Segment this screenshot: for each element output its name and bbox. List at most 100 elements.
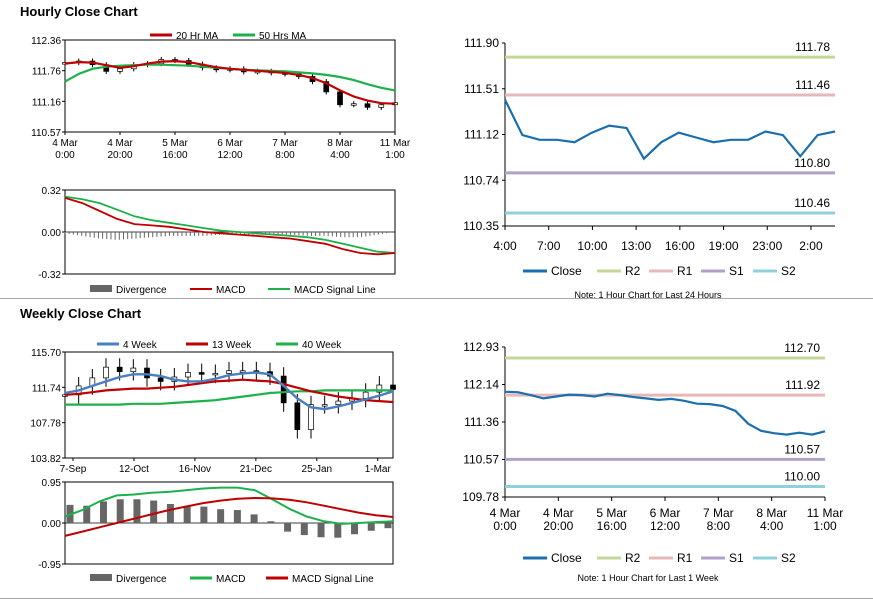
pivot-24h-legend-r1-label: R1 — [677, 264, 693, 278]
weekly-price-candle-body — [116, 366, 123, 372]
pivot-week-legend-s2-label: S2 — [781, 551, 796, 565]
weekly-macd-divergence-bar — [150, 500, 158, 523]
weekly-price-candle-body — [226, 370, 232, 374]
hourly-price-x-tick-label-line: 16:00 — [162, 150, 187, 161]
weekly-price-y-tick-label: 111.74 — [32, 383, 62, 394]
weekly-price-candle-body — [239, 370, 246, 373]
hourly-price-x-tick-label-line: 4:00 — [330, 150, 350, 161]
pivot-week-x-tick-label: 8 Mar 4:00 — [756, 506, 787, 533]
pivot-24h-chart: 111.90 111.51 111.12 110.74 110.35 111.78 111.… — [463, 36, 836, 300]
weekly-macd-legend-divergence-label: Divergence — [116, 574, 167, 585]
weekly-macd-divergence-bar — [367, 523, 375, 531]
pivot-24h-x-tick-label: 16:00 — [665, 239, 695, 253]
pivot-week-x-tick-label-line: 6 Mar — [650, 506, 681, 520]
hourly-price-x-tick-label-line: 4 Mar — [107, 138, 133, 149]
hourly-price-x-tick-label-line: 11 Mar — [380, 138, 411, 149]
weekly-price-candle-body — [157, 377, 164, 382]
weekly-macd-divergence-bar — [351, 523, 359, 535]
weekly-price-y-tick-label: 103.82 — [30, 454, 61, 465]
weekly-macd-divergence-bar — [250, 514, 258, 523]
pivot-week-x-tick-label-line: 16:00 — [597, 519, 627, 533]
hourly-price-x-tick-label-line: 4 Mar — [52, 138, 78, 149]
pivot-week-legend-r1-label: R1 — [677, 551, 693, 565]
hourly-macd-y-tick-label: 0.32 — [42, 186, 62, 197]
hourly-price-candle-body — [364, 103, 371, 108]
pivot-week-x-tick-label-line: 8:00 — [707, 519, 731, 533]
hourly-price-candle-body — [337, 91, 343, 106]
pivot-week-level-s2-label: 110.00 — [784, 470, 820, 484]
pivot-24h-x-tick-label: 10:00 — [577, 239, 607, 253]
pivot-week-x-tick-label-line: 5 Mar — [596, 506, 627, 520]
pivot-week-level-s1-label: 110.57 — [784, 442, 820, 456]
hourly-price-x-tick-label-line: 8:00 — [275, 150, 295, 161]
hourly-price-x-tick-label-line: 1:00 — [385, 150, 405, 161]
pivot-week-x-tick-label: 4 Mar 20:00 — [543, 506, 574, 533]
hourly-price-y-tick-label: 110.57 — [31, 128, 61, 139]
hourly-macd-legend-divergence-swatch — [90, 285, 112, 292]
hourly-macd-line — [64, 197, 396, 256]
weekly-macd-divergence-bar — [334, 523, 342, 538]
pivot-24h-legend-close-label: Close — [551, 264, 582, 278]
hourly-price-x-tick-label-line: 6 Mar — [217, 138, 243, 149]
hourly-price-x-tick-label: 4 Mar 20:00 — [107, 138, 133, 161]
weekly-macd-y-tick-label: 0.00 — [42, 519, 62, 530]
weekly-macd-chart: 0.95 0.00 -0.95 Divergence MACD MACD Signal L… — [38, 478, 394, 585]
pivot-week-x-tick-label-line: 4 Mar — [490, 506, 521, 520]
hourly-price-x-tick-label-line: 0:00 — [55, 150, 75, 161]
hourly-price-x-tick-label: 11 Mar 1:00 — [380, 138, 411, 161]
pivot-24h-close-line — [504, 99, 836, 161]
weekly-macd-y-tick-label: 0.95 — [42, 478, 62, 489]
hourly-price-x-tick-label: 6 Mar 12:00 — [217, 138, 243, 161]
hourly-legend-ma50-label: 50 Hrs MA — [259, 31, 307, 42]
pivot-week-x-tick-label-line: 0:00 — [493, 519, 517, 533]
weekly-macd-divergence-bar — [217, 509, 225, 523]
hourly-price-candle-body — [378, 104, 385, 108]
weekly-price-candle-body — [198, 372, 205, 375]
pivot-24h-x-tick-label: 23:00 — [752, 239, 782, 253]
weekly-price-candle-body — [130, 367, 137, 372]
pivot-week-x-tick-label-line: 1:00 — [813, 519, 837, 533]
pivot-24h-y-tick-label: 111.51 — [464, 82, 499, 96]
hourly-price-x-tick-label-line: 12:00 — [217, 150, 242, 161]
weekly-price-x-tick-label: 12-Oct — [119, 464, 149, 475]
weekly-price-y-tick-label: 107.78 — [30, 419, 61, 430]
pivot-24h-level-r2-label: 111.78 — [795, 40, 830, 54]
pivot-24h-x-tick-label: 19:00 — [709, 239, 739, 253]
hourly-price-x-tick-label: 7 Mar 8:00 — [272, 138, 298, 161]
hourly-price-x-tick-label-line: 7 Mar — [272, 138, 298, 149]
pivot-24h-x-tick-label: 13:00 — [621, 239, 651, 253]
hourly-price-plot-frame — [64, 39, 396, 133]
pivot-week-x-tick-label: 11 Mar 1:00 — [807, 506, 843, 533]
pivot-week-legend-close-label: Close — [551, 551, 582, 565]
weekly-macd-divergence-bar — [116, 499, 124, 523]
hourly-macd-y-tick-label: 0.00 — [42, 228, 62, 239]
weekly-price-candle-body — [321, 404, 328, 407]
weekly-price-13w-line — [64, 378, 394, 404]
hourly-price-x-tick-label: 4 Mar 0:00 — [52, 138, 78, 161]
hourly-price-x-tick-label-line: 20:00 — [107, 150, 132, 161]
hourly-price-y-tick-label: 111.76 — [32, 67, 62, 78]
hourly-price-candle-body — [117, 68, 123, 72]
weekly-macd-divergence-bar — [200, 506, 208, 523]
pivot-week-x-tick-label: 4 Mar 0:00 — [490, 506, 521, 533]
pivot-week-y-tick-label: 109.78 — [462, 490, 499, 504]
pivot-week-x-tick-label-line: 4:00 — [760, 519, 784, 533]
weekly-price-chart: 115.70 111.74 107.78 103.827-Sep 12-Oct 16-No… — [30, 340, 396, 475]
section-divider-1 — [0, 298, 873, 299]
hourly-price-x-tick-label: 5 Mar 16:00 — [162, 138, 188, 161]
weekly-price-candle-body — [185, 372, 191, 378]
weekly-macd-legend-divergence-swatch — [90, 574, 112, 581]
hourly-legend-ma20-label: 20 Hr MA — [176, 31, 219, 42]
weekly-price-x-tick-label: 25-Jan — [302, 464, 333, 475]
hourly-macd-signal-line — [64, 195, 396, 254]
pivot-24h-x-tick-label: 4:00 — [493, 239, 517, 253]
hourly-price-ma20-line — [64, 59, 396, 105]
weekly-legend-40w-label: 40 Week — [302, 340, 342, 351]
weekly-price-y-tick-label: 115.70 — [31, 348, 61, 359]
hourly-macd-legend-divergence-label: Divergence — [116, 285, 167, 296]
pivot-24h-level-s1-label: 110.80 — [794, 156, 830, 170]
weekly-price-candle-body — [376, 384, 383, 393]
pivot-week-y-tick-label: 112.93 — [463, 340, 499, 354]
pivot-week-legend-r2-label: R2 — [625, 551, 641, 565]
pivot-24h-x-tick-label: 2:00 — [799, 239, 823, 253]
